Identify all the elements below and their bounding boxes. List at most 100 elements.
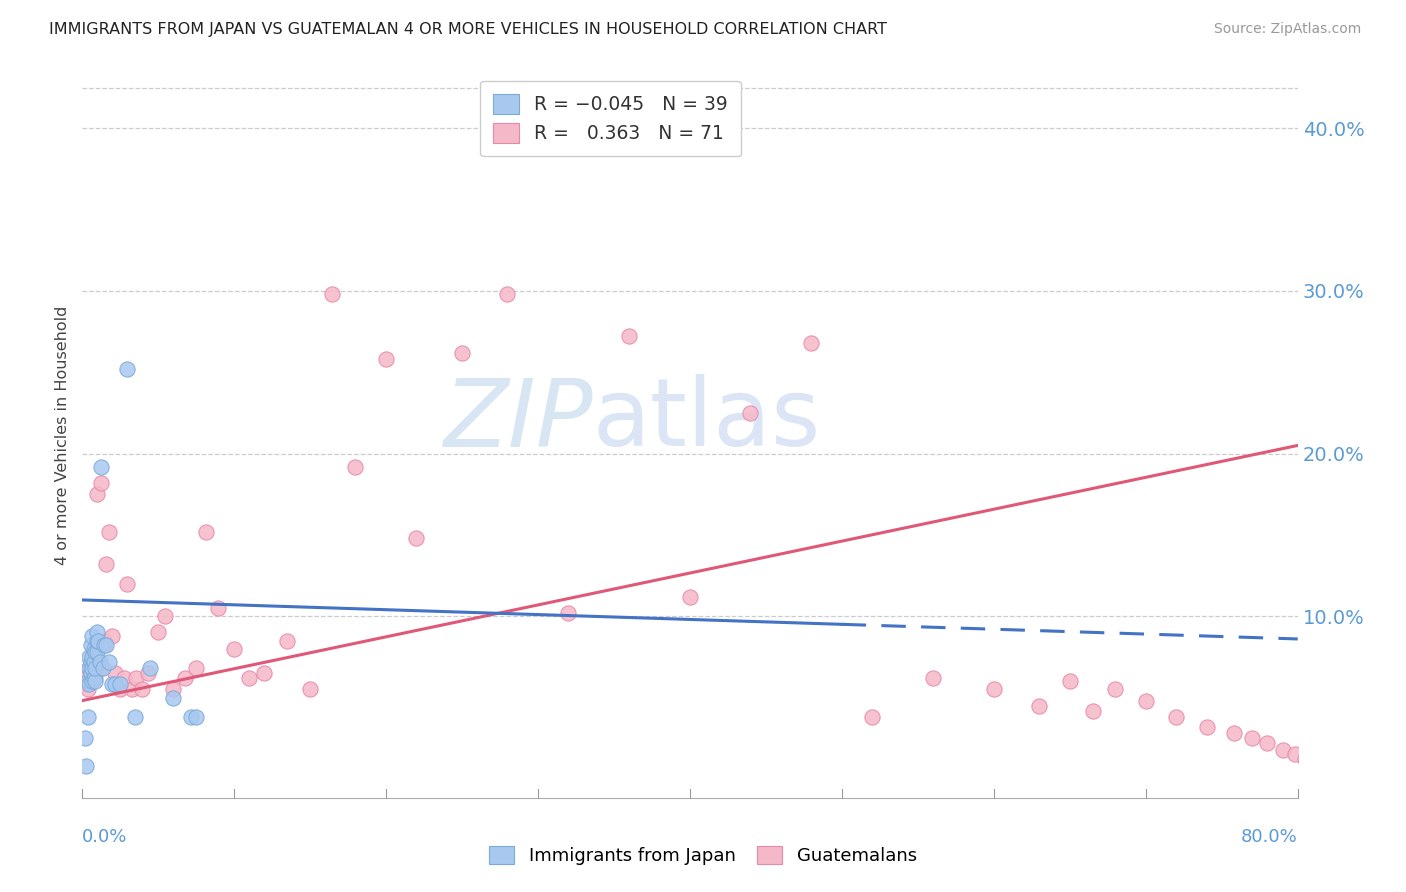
- Point: [1059, 674, 1081, 689]
- Point: [101, 677, 124, 691]
- Point: [91, 661, 114, 675]
- Point: [86, 633, 108, 648]
- Point: [1223, 726, 1246, 740]
- Point: [146, 625, 169, 640]
- Point: [800, 335, 823, 350]
- Point: [79, 655, 101, 669]
- Point: [298, 682, 321, 697]
- Point: [108, 682, 131, 697]
- Point: [1166, 710, 1188, 724]
- Point: [73, 731, 96, 746]
- Point: [86, 487, 108, 501]
- Text: ZIP: ZIP: [443, 375, 592, 466]
- Point: [79, 666, 101, 681]
- Point: [125, 671, 148, 685]
- Point: [922, 671, 945, 685]
- Point: [93, 639, 115, 653]
- Point: [344, 459, 367, 474]
- Point: [90, 475, 112, 490]
- Point: [79, 639, 101, 653]
- Point: [124, 710, 146, 724]
- Point: [321, 287, 343, 301]
- Point: [76, 666, 98, 681]
- Point: [195, 524, 218, 539]
- Point: [1256, 736, 1278, 750]
- Point: [84, 671, 107, 685]
- Point: [679, 590, 702, 604]
- Point: [91, 639, 114, 653]
- Point: [115, 362, 138, 376]
- Point: [1081, 704, 1104, 718]
- Point: [121, 682, 143, 697]
- Point: [496, 287, 519, 301]
- Point: [79, 661, 101, 675]
- Point: [77, 674, 100, 689]
- Point: [450, 345, 472, 359]
- Point: [557, 606, 579, 620]
- Point: [222, 641, 245, 656]
- Point: [983, 682, 1005, 697]
- Text: IMMIGRANTS FROM JAPAN VS GUATEMALAN 4 OR MORE VEHICLES IN HOUSEHOLD CORRELATION : IMMIGRANTS FROM JAPAN VS GUATEMALAN 4 OR…: [49, 22, 887, 37]
- Point: [82, 674, 104, 689]
- Point: [76, 710, 98, 724]
- Point: [82, 674, 104, 689]
- Point: [89, 661, 111, 675]
- Point: [83, 641, 105, 656]
- Point: [1104, 682, 1126, 697]
- Text: Source: ZipAtlas.com: Source: ZipAtlas.com: [1213, 22, 1361, 37]
- Point: [94, 557, 117, 571]
- Point: [84, 661, 107, 675]
- Text: 80.0%: 80.0%: [1241, 828, 1298, 846]
- Point: [76, 682, 98, 697]
- Point: [82, 649, 104, 664]
- Point: [184, 710, 207, 724]
- Point: [276, 633, 298, 648]
- Legend: R = −0.045   N = 39, R =   0.363   N = 71: R = −0.045 N = 39, R = 0.363 N = 71: [479, 81, 741, 156]
- Point: [77, 661, 100, 675]
- Point: [73, 671, 96, 685]
- Point: [740, 406, 762, 420]
- Point: [1028, 698, 1050, 713]
- Point: [162, 682, 184, 697]
- Point: [87, 655, 110, 669]
- Point: [138, 666, 160, 681]
- Point: [104, 677, 127, 691]
- Point: [374, 352, 396, 367]
- Point: [97, 655, 120, 669]
- Point: [83, 657, 105, 672]
- Point: [83, 671, 105, 685]
- Point: [1294, 752, 1316, 766]
- Point: [617, 329, 640, 343]
- Point: [97, 524, 120, 539]
- Point: [86, 625, 108, 640]
- Legend: Immigrants from Japan, Guatemalans: Immigrants from Japan, Guatemalans: [482, 838, 924, 872]
- Point: [82, 661, 104, 675]
- Point: [162, 690, 184, 705]
- Point: [82, 655, 104, 669]
- Point: [253, 666, 276, 681]
- Point: [860, 710, 883, 724]
- Point: [139, 661, 162, 675]
- Point: [72, 677, 94, 691]
- Y-axis label: 4 or more Vehicles in Household: 4 or more Vehicles in Household: [55, 305, 70, 565]
- Point: [174, 671, 197, 685]
- Point: [82, 629, 104, 643]
- Point: [84, 645, 107, 659]
- Point: [405, 531, 427, 545]
- Point: [86, 645, 108, 659]
- Point: [75, 666, 97, 681]
- Text: 0.0%: 0.0%: [82, 828, 127, 846]
- Point: [108, 677, 131, 691]
- Point: [84, 674, 107, 689]
- Point: [112, 671, 135, 685]
- Point: [101, 629, 124, 643]
- Point: [76, 674, 98, 689]
- Point: [87, 633, 110, 648]
- Point: [180, 710, 202, 724]
- Point: [79, 671, 101, 685]
- Point: [1135, 694, 1157, 708]
- Text: atlas: atlas: [592, 375, 821, 467]
- Point: [94, 639, 117, 653]
- Point: [184, 661, 207, 675]
- Point: [77, 677, 100, 691]
